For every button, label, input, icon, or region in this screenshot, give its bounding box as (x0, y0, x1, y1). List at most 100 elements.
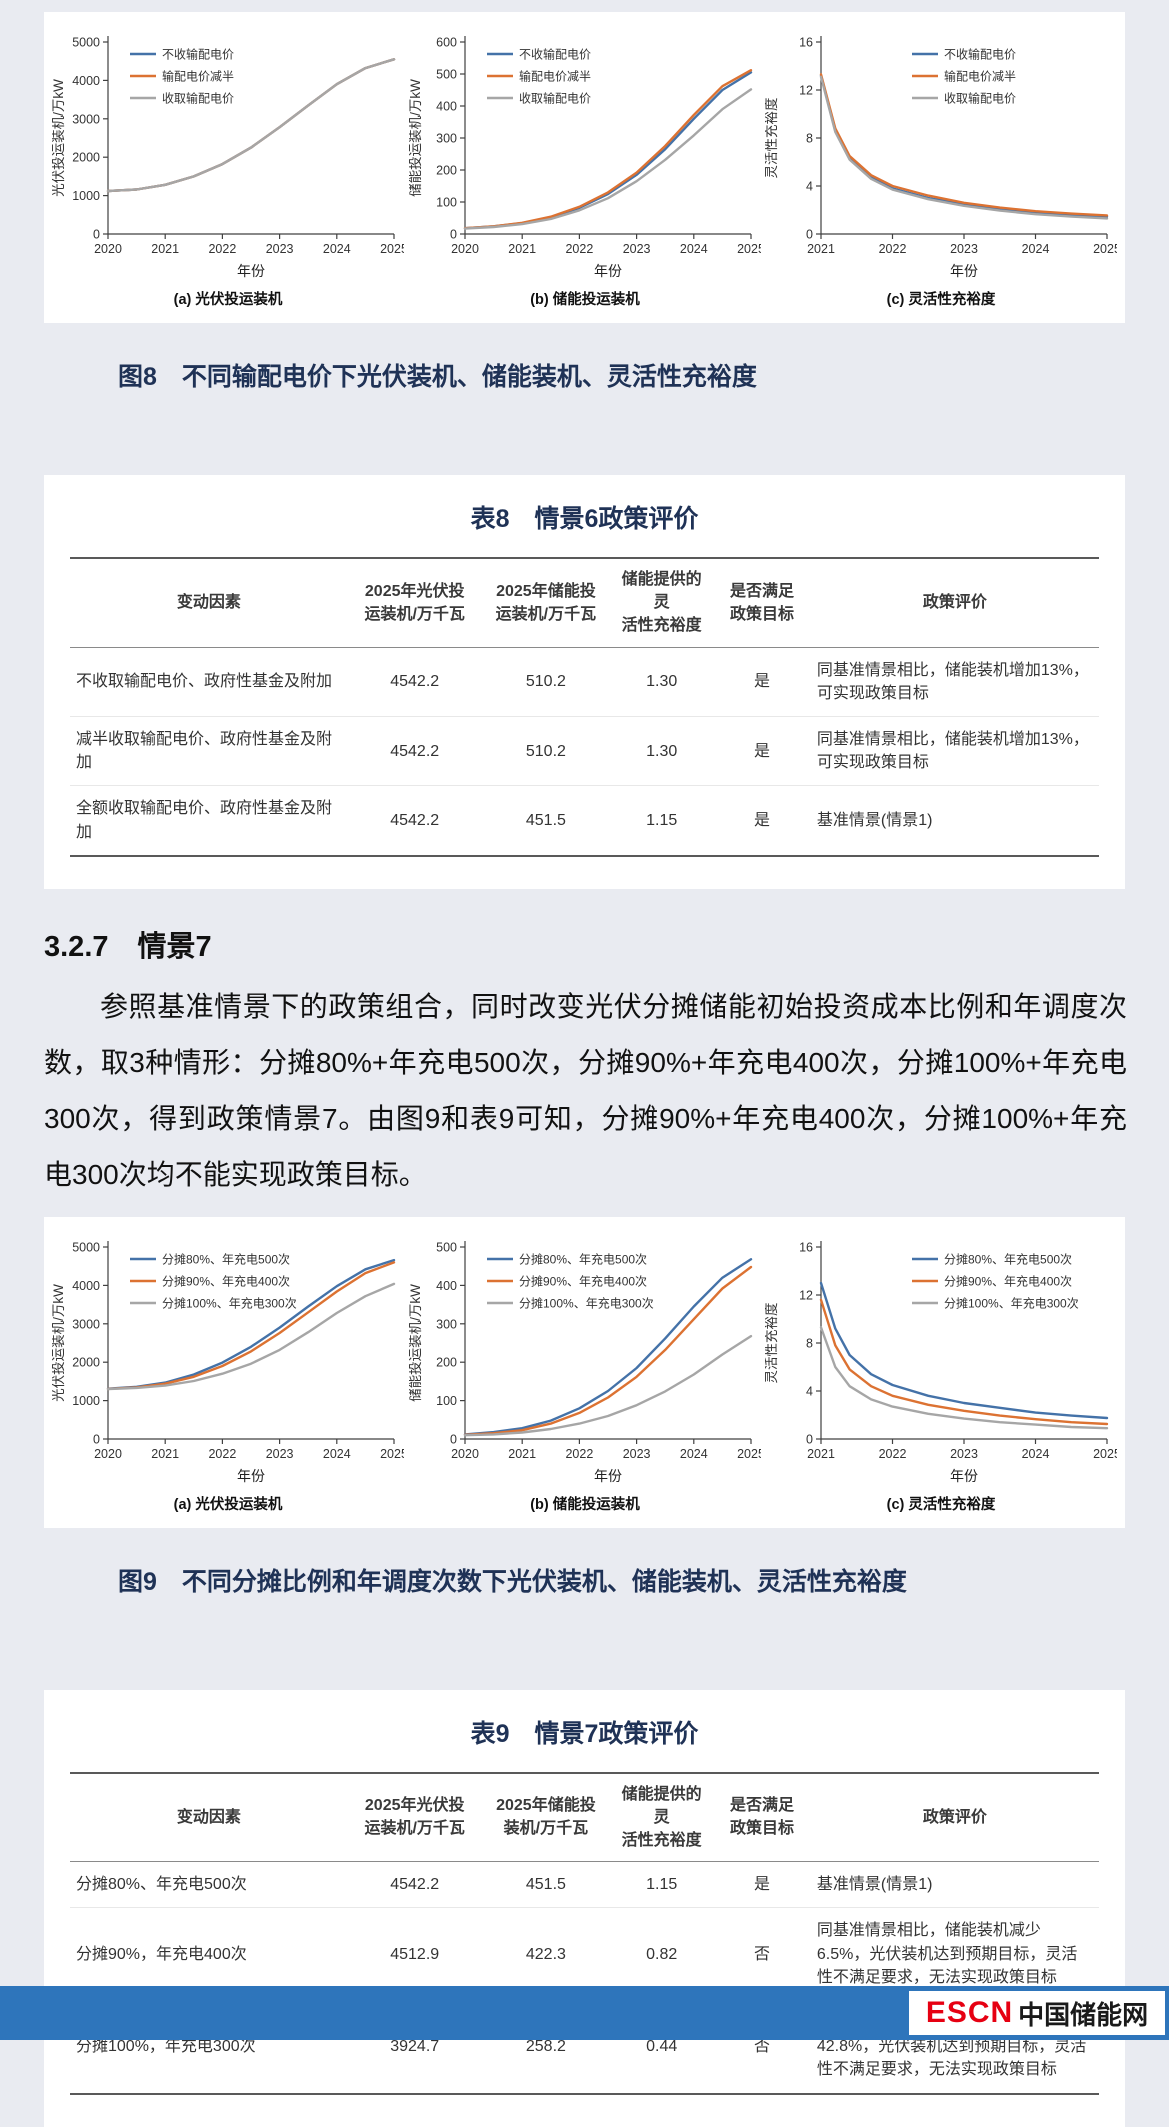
svg-text:2022: 2022 (879, 242, 907, 256)
series-line (463, 88, 752, 230)
figure8-caption: 图8 不同输配电价下光伏装机、储能装机、灵活性充裕度 (118, 363, 757, 391)
svg-text:2024: 2024 (323, 1447, 351, 1461)
column-header: 2025年储能投 运装机/万千瓦 (481, 558, 611, 648)
series-line (463, 1265, 752, 1436)
series-line (106, 58, 396, 193)
legend-label: 分摊90%、年充电400次 (519, 1273, 647, 1288)
svg-text:(b) 储能投运装机: (b) 储能投运装机 (530, 1495, 640, 1513)
legend-label: 分摊100%、年充电300次 (519, 1295, 654, 1310)
svg-text:2021: 2021 (807, 1447, 835, 1461)
svg-text:8: 8 (806, 1336, 813, 1350)
svg-text:2025: 2025 (737, 242, 761, 256)
svg-text:300: 300 (436, 1317, 457, 1331)
column-header: 2025年储能投 装机/万千瓦 (481, 1772, 611, 1863)
svg-text:100: 100 (436, 196, 457, 210)
column-header: 储能提供的灵 活性充裕度 (610, 1772, 714, 1863)
svg-text:3000: 3000 (72, 1317, 100, 1331)
svg-text:2022: 2022 (208, 1447, 236, 1461)
svg-text:4000: 4000 (72, 74, 100, 88)
table-cell: 是 (713, 785, 811, 856)
table-cell: 451.5 (481, 785, 611, 856)
svg-text:400: 400 (436, 1279, 457, 1293)
table9-scenario7-policy-evaluation: 变动因素 2025年光伏投 运装机/万千瓦 2025年储能投 装机/万千瓦 储能提供的… (70, 1771, 1099, 2095)
svg-text:2021: 2021 (508, 242, 536, 256)
svg-text:8: 8 (806, 132, 813, 146)
svg-text:0: 0 (450, 228, 457, 242)
series-line (819, 1325, 1109, 1430)
svg-text:2021: 2021 (807, 242, 835, 256)
svg-text:2020: 2020 (451, 242, 479, 256)
svg-text:光伏投运装机/万kW: 光伏投运装机/万kW (52, 1284, 66, 1402)
svg-text:0: 0 (93, 1432, 100, 1446)
table-cell: 1.15 (646, 1876, 678, 1894)
escn-logo[interactable]: ESCN 中国储能网 (909, 1991, 1165, 2035)
table-cell: 全额收取输配电价、政府性基金及附加 (70, 785, 348, 856)
svg-text:0: 0 (806, 228, 813, 242)
svg-text:2023: 2023 (266, 1447, 294, 1461)
svg-text:(a) 光伏投运装机: (a) 光伏投运装机 (174, 1495, 283, 1513)
table-cell: 510.2 (525, 673, 566, 691)
svg-text:年份: 年份 (237, 1468, 265, 1484)
svg-text:储能投运装机/万kW: 储能投运装机/万kW (409, 1284, 423, 1402)
series-line (106, 58, 396, 193)
svg-text:4: 4 (806, 1384, 813, 1398)
column-header: 2025年光伏投 运装机/万千瓦 (347, 1772, 482, 1863)
table-cell: 基准情景(情景1) (810, 785, 1099, 856)
escn-logo-text: ESCN (925, 1996, 1014, 2029)
column-header: 是否满足 政策目标 (713, 558, 811, 648)
svg-text:2022: 2022 (879, 1447, 907, 1461)
legend-label: 收取输配电价 (944, 91, 1016, 106)
table-cell: 分摊80%、年充电500次 (76, 1876, 247, 1894)
legend-label: 不收输配电价 (944, 47, 1016, 62)
legend-label: 分摊80%、年充电500次 (519, 1251, 647, 1266)
column-header: 变动因素 (70, 1772, 348, 1863)
legend-label: 分摊80%、年充电500次 (162, 1251, 290, 1266)
legend-label: 分摊90%、年充电400次 (944, 1273, 1072, 1288)
series-line (819, 1298, 1109, 1425)
svg-text:4000: 4000 (72, 1279, 100, 1293)
column-header: 是否满足 政策目标 (713, 1772, 811, 1863)
svg-text:2020: 2020 (94, 242, 122, 256)
table-cell: 减半收取输配电价、政府性基金及附加 (70, 715, 348, 786)
figure9-chart-storage-capacity: 0 100 200 300 400 500 2020 2021 2022 2023 2024 2025… (408, 1231, 765, 1522)
svg-text:300: 300 (436, 132, 457, 146)
svg-text:年份: 年份 (950, 1468, 978, 1484)
svg-text:储能投运装机/万kW: 储能投运装机/万kW (409, 79, 423, 197)
series-line (463, 69, 752, 230)
svg-text:0: 0 (93, 228, 100, 242)
legend-label: 收取输配电价 (519, 91, 591, 106)
figure8-chart-flexibility-adequacy: 0 4 8 12 16 2021 2022 2023 2024 2025 灵活性充裕度 不收输配电价输… (764, 26, 1121, 317)
series-line (819, 75, 1109, 220)
svg-text:2025: 2025 (380, 1447, 404, 1461)
svg-text:16: 16 (799, 1240, 813, 1254)
series-line (463, 1334, 752, 1437)
legend-label: 收取输配电价 (162, 91, 234, 106)
table-cell: 4512.9 (347, 1907, 482, 2001)
table-row: 减半收取输配电价、政府性基金及附加 4542.2 510.2 1.30 是同基准情景相比… (70, 715, 1099, 786)
svg-text:500: 500 (436, 68, 457, 82)
series-line (819, 73, 1109, 217)
table-cell: 不收取输配电价、政府性基金及附加 (76, 673, 333, 691)
svg-text:2025: 2025 (380, 242, 404, 256)
svg-text:2021: 2021 (151, 242, 179, 256)
table-cell: 基准情景(情景1) (816, 1876, 933, 1894)
svg-text:年份: 年份 (950, 263, 978, 279)
table-cell: 0.82 (610, 1907, 714, 2001)
svg-text:200: 200 (436, 164, 457, 178)
table8-panel: 表8 情景6政策评价 变动因素 2025年光伏投 运装机/万千瓦 2025年储能投 … (44, 475, 1125, 889)
column-header: 变动因素 (70, 558, 348, 648)
column-header: 政策评价 (810, 558, 1099, 648)
table-row: 分摊80%、年充电500次 4542.2 451.5 1.15 是 基准情景(情景1) (70, 1862, 1099, 1908)
svg-text:2023: 2023 (622, 1447, 650, 1461)
line-chart: 0 100 200 300 400 500 2020 2021 2022 2023 2024 2025… (408, 1240, 765, 1513)
footer-bar: ESCN 中国储能网 (0, 1986, 1169, 2040)
svg-text:2022: 2022 (565, 242, 593, 256)
svg-text:年份: 年份 (594, 263, 622, 279)
svg-text:100: 100 (436, 1394, 457, 1408)
svg-text:600: 600 (436, 36, 457, 50)
table8-title: 表8 情景6政策评价 (470, 505, 699, 533)
figure9-chart-pv-capacity: 0 1000 2000 3000 4000 5000 2020 2021 2022 2023 202… (51, 1231, 408, 1522)
svg-text:光伏投运装机/万kW: 光伏投运装机/万kW (52, 79, 66, 197)
figure9-chart-flexibility-adequacy: 0 4 8 12 16 2021 2022 2023 2024 2025 灵活性充裕度 分摊80%、年… (764, 1231, 1121, 1522)
table-cell: 是 (753, 1876, 770, 1894)
